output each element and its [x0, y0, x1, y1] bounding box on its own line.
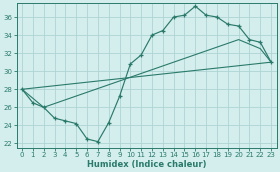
X-axis label: Humidex (Indice chaleur): Humidex (Indice chaleur): [87, 159, 206, 169]
